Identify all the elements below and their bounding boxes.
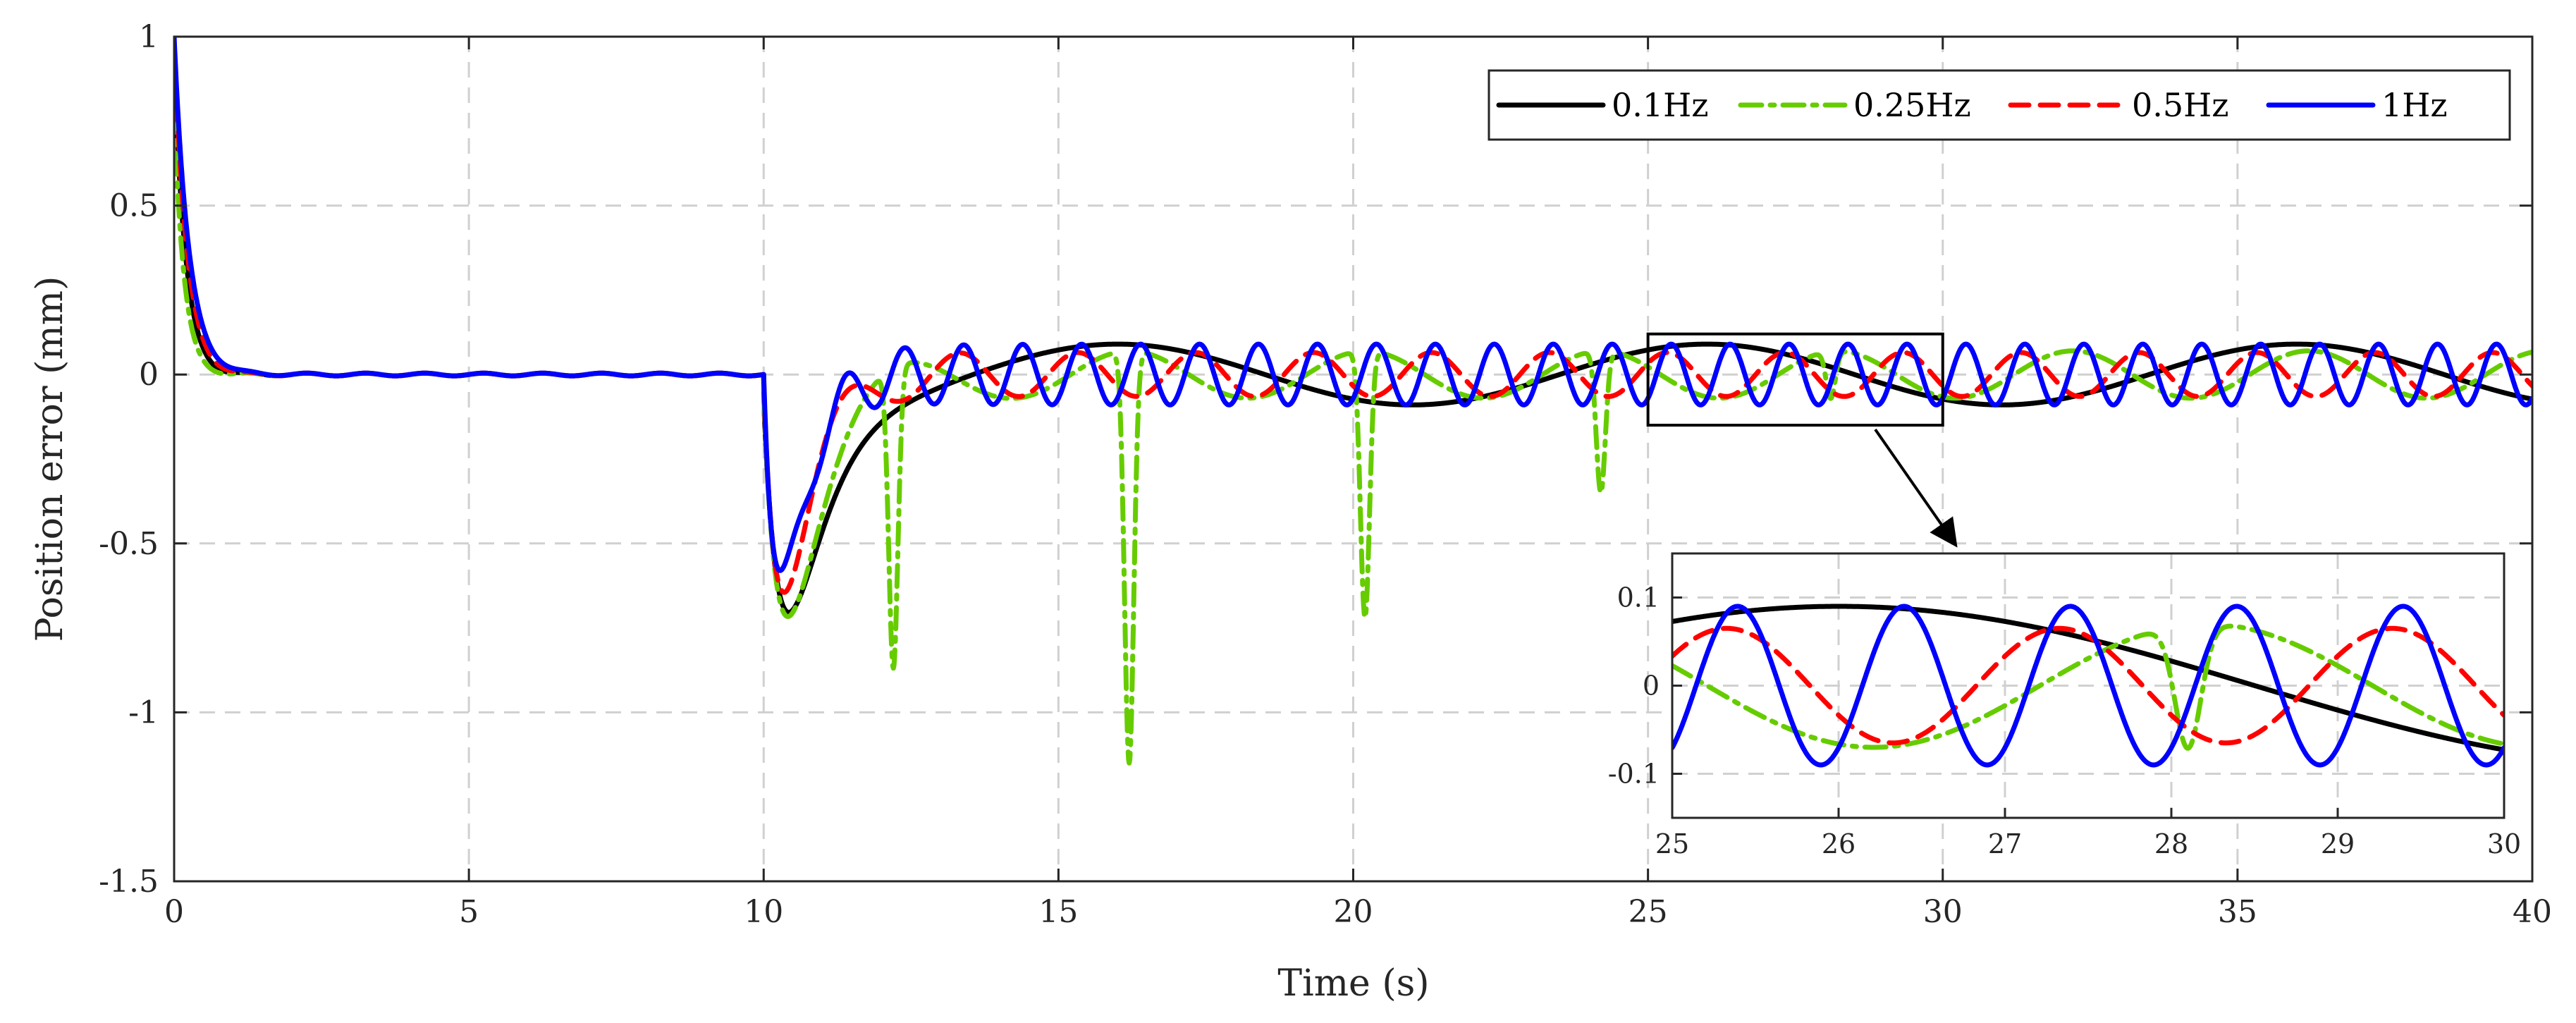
x-tick-label: 0: [164, 894, 184, 930]
zoom-box: [1646, 332, 1944, 427]
x-tick-label: 35: [2218, 894, 2257, 930]
y-tick-label: 1: [139, 19, 159, 55]
series-line-1Hz: [174, 37, 2532, 573]
y-tick-label: -1: [128, 694, 159, 730]
legend-label: 0.5Hz: [2132, 86, 2229, 124]
legend-label: 1Hz: [2381, 86, 2448, 124]
inset-x-tick-label: 28: [2154, 828, 2188, 859]
x-tick-labels: 0 5 10 15 20 25 30 35 40: [164, 894, 2552, 930]
inset-x-tick-label: 30: [2487, 828, 2521, 859]
inset-x-tick-label: 29: [2321, 828, 2355, 859]
x-tick-label: 20: [1334, 894, 1373, 930]
inset-y-tick-label: -0.1: [1608, 759, 1660, 790]
main-ticks: [173, 35, 2534, 883]
inset-y-tick-label: 0: [1643, 670, 1660, 702]
inset-x-tick-labels: 25 26 27 28 29 30: [1655, 828, 2521, 859]
legend-box: [1488, 69, 2511, 141]
y-axis-title: Position error (mm): [29, 276, 71, 642]
main-lines: [174, 37, 2532, 766]
legend-label: 0.1Hz: [1612, 86, 1709, 124]
y-tick-label: -1.5: [99, 864, 159, 900]
inset-x-tick-label: 26: [1822, 828, 1856, 859]
y-tick-labels: 1 0.5 0 -0.5 -1 -1.5: [99, 19, 159, 900]
x-tick-label: 30: [1923, 894, 1963, 930]
x-axis-title: Time (s): [1277, 962, 1429, 1005]
inset-plot: 25 26 27 28 29 30 0.1 0 -0.1: [1608, 552, 2521, 859]
x-tick-label: 40: [2513, 894, 2552, 930]
x-tick-label: 25: [1629, 894, 1668, 930]
x-tick-label: 5: [459, 894, 479, 930]
inset-series-line-05Hz: [1672, 625, 2504, 746]
x-tick-label: 15: [1038, 894, 1078, 930]
x-tick-label: 10: [744, 894, 783, 930]
inset-x-tick-label: 27: [1988, 828, 2022, 859]
inset-y-tick-labels: 0.1 0 -0.1: [1608, 582, 1660, 790]
y-tick-label: -0.5: [99, 526, 159, 562]
y-tick-label: 0.5: [109, 188, 159, 224]
inset-series-line-1Hz: [1672, 604, 2504, 768]
zoom-annotation: [1646, 332, 1958, 548]
zoom-arrow: [1874, 428, 1958, 548]
legend-label: 0.25Hz: [1853, 86, 1971, 124]
inset-ticks: [1671, 596, 2506, 818]
inset-y-tick-label: 0.1: [1617, 582, 1660, 613]
legend: 0.1Hz 0.25Hz 0.5Hz 1Hz: [1488, 69, 2511, 141]
inset-lines: [1672, 604, 2504, 768]
inset-x-tick-label: 25: [1655, 828, 1689, 859]
y-tick-label: 0: [139, 357, 159, 393]
